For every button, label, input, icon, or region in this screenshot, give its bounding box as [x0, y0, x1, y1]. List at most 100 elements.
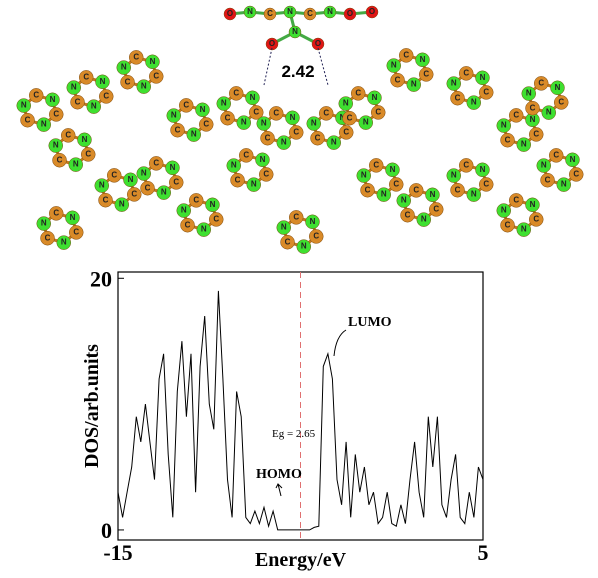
atom-label: C — [85, 150, 91, 159]
x-tick-label: 5 — [478, 540, 489, 565]
atom-label: C — [433, 205, 439, 214]
atom-label: C — [513, 110, 519, 119]
atom — [77, 132, 92, 148]
atom — [425, 187, 440, 203]
atom-label: C — [45, 233, 51, 242]
atom-label: C — [265, 133, 271, 142]
atom — [216, 96, 232, 111]
atom-label: N — [231, 161, 237, 170]
atom-label: C — [365, 185, 371, 194]
annotation-arrow — [275, 483, 283, 497]
atom-label: C — [463, 68, 469, 77]
atom-label: N — [171, 111, 177, 120]
atom — [52, 152, 67, 168]
atom-label: C — [203, 120, 209, 129]
atom — [305, 214, 320, 230]
atom-label: N — [521, 140, 527, 149]
atom — [196, 222, 212, 237]
atom — [496, 118, 512, 133]
atom-label: N — [200, 105, 206, 114]
atom — [288, 125, 304, 140]
atom-label: C — [133, 52, 139, 61]
atom — [396, 193, 412, 208]
atom — [86, 99, 102, 114]
atom-label: C — [315, 133, 321, 142]
atom — [28, 88, 44, 103]
atom — [195, 102, 210, 118]
atom-label: N — [521, 225, 527, 234]
atom — [170, 122, 185, 138]
y-axis-label: DOS/arb.units — [81, 344, 103, 468]
atom — [365, 5, 379, 19]
atom — [550, 80, 565, 96]
atom-label: C — [513, 195, 519, 204]
atom-label: C — [235, 175, 241, 184]
atom-label: N — [181, 206, 187, 215]
atom — [98, 192, 113, 208]
atom-label: C — [323, 108, 329, 117]
atom — [338, 125, 354, 140]
dos-plot: 0 20 -15 5 Energy/eV DOS/arb.units LUMO HOMO Eg … — [81, 266, 489, 571]
atom-label: N — [471, 98, 477, 107]
atom-label: C — [533, 130, 539, 139]
x-axis-label: Energy/eV — [255, 549, 347, 571]
atom-label: N — [501, 206, 507, 215]
atom — [528, 127, 544, 142]
atom — [475, 162, 490, 178]
atom-label: C — [463, 160, 469, 169]
annotation-arrow — [333, 329, 347, 357]
atom — [466, 95, 482, 110]
atom-label: N — [287, 7, 293, 16]
atom — [466, 187, 482, 202]
atom — [406, 77, 422, 92]
atom — [136, 79, 152, 94]
atom-label: N — [381, 190, 387, 199]
atom — [303, 7, 317, 21]
atom — [94, 178, 110, 193]
atom — [98, 89, 114, 104]
atom — [145, 54, 160, 70]
atom-label: N — [301, 242, 307, 251]
atom — [176, 203, 192, 218]
atom-label: C — [483, 88, 489, 97]
atom-label: C — [145, 183, 151, 192]
atom-label: C — [483, 180, 489, 189]
dos-line — [117, 290, 484, 531]
atom — [478, 85, 494, 100]
atom — [166, 108, 182, 123]
atom-label: N — [561, 180, 567, 189]
atom-label: C — [267, 9, 273, 18]
atom-label: N — [161, 188, 167, 197]
atom — [533, 76, 549, 91]
atom-label: O — [347, 9, 353, 18]
atom-label: N — [471, 190, 477, 199]
atom — [496, 203, 512, 218]
atom — [78, 70, 94, 85]
atom-label: N — [281, 223, 287, 232]
atom-label: C — [505, 135, 511, 144]
atom — [116, 60, 132, 75]
atom — [16, 98, 32, 113]
atom-label: C — [173, 178, 179, 187]
atom — [106, 168, 122, 183]
atom — [360, 182, 375, 198]
atom-label: N — [247, 7, 253, 16]
atom — [20, 112, 35, 128]
atom — [276, 220, 292, 235]
atom-label: C — [225, 113, 231, 122]
atom-label: N — [541, 161, 547, 170]
atom-label: N — [331, 138, 337, 147]
atom — [228, 86, 244, 101]
atom-label: C — [553, 150, 559, 159]
atom-label: C — [545, 175, 551, 184]
atom — [123, 172, 138, 188]
atom — [318, 106, 334, 121]
atom-label: N — [327, 7, 333, 16]
atom-label: N — [361, 171, 367, 180]
atom-label: C — [253, 108, 259, 117]
atom — [475, 70, 490, 86]
contact-line — [317, 47, 329, 86]
atom — [356, 168, 372, 183]
atom-label: N — [281, 138, 287, 147]
atom — [285, 110, 300, 126]
